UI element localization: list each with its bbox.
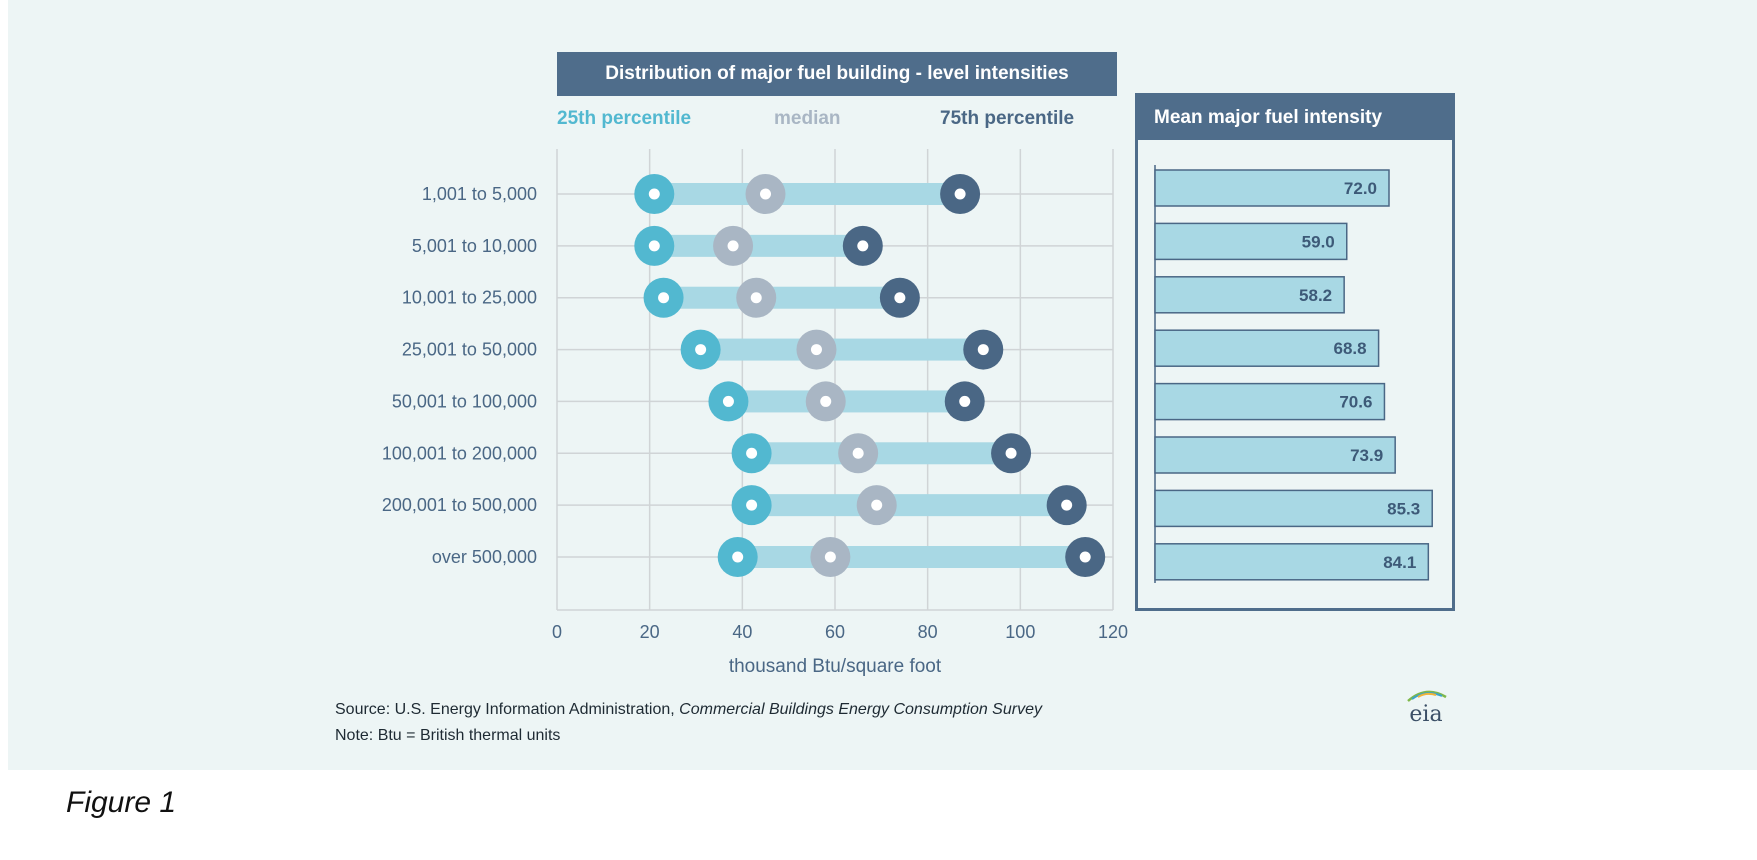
- x-tick-label: 40: [732, 622, 752, 642]
- mean-bar-label: 59.0: [1302, 232, 1335, 251]
- marker-25th-percentile-center: [746, 447, 758, 459]
- mean-bar: [1154, 382, 1386, 421]
- marker-median-center: [824, 551, 836, 563]
- marker-75th-percentile-center: [894, 292, 906, 304]
- range-bar: [654, 234, 863, 257]
- mean-bar-label: 70.6: [1339, 393, 1372, 412]
- marker-median-center: [820, 395, 832, 407]
- marker-75th-percentile-center: [1005, 447, 1017, 459]
- x-tick-label: 120: [1098, 622, 1128, 642]
- marker-75th-percentile-center: [959, 395, 971, 407]
- category-label: 25,001 to 50,000: [402, 340, 537, 360]
- mean-bar: [1154, 436, 1396, 474]
- range-bar: [737, 546, 1086, 568]
- marker-75th-percentile-center: [977, 344, 989, 356]
- source-title: Commercial Buildings Energy Consumption …: [679, 701, 1042, 718]
- range-bar: [751, 442, 1012, 465]
- units-note: Note: Btu = British thermal units: [335, 727, 561, 744]
- eia-logo: eia: [1407, 690, 1447, 727]
- marker-median-center: [871, 499, 883, 511]
- mean-bar: [1154, 329, 1380, 367]
- mean-bar-label: 73.9: [1350, 446, 1383, 465]
- x-tick-label: 80: [918, 622, 938, 642]
- category-label: 1,001 to 5,000: [422, 184, 537, 204]
- chart-panel: [8, 0, 1757, 770]
- marker-75th-percentile-center: [1079, 551, 1091, 563]
- category-label: 100,001 to 200,000: [382, 443, 537, 463]
- category-label: over 500,000: [432, 547, 537, 567]
- marker-25th-percentile-center: [648, 240, 660, 252]
- range-bar: [663, 286, 900, 309]
- x-tick-label: 100: [1005, 622, 1035, 642]
- marker-25th-percentile-center: [722, 395, 734, 407]
- marker-median-center: [810, 344, 822, 356]
- marker-25th-percentile-center: [658, 292, 670, 304]
- mean-bar: [1154, 169, 1390, 207]
- marker-75th-percentile-center: [857, 240, 869, 252]
- mean-bar-label: 58.2: [1299, 286, 1332, 305]
- mean-bar: [1154, 489, 1433, 528]
- category-label: 10,001 to 25,000: [402, 288, 537, 308]
- source-prefix: Source: U.S. Energy Information Administ…: [335, 701, 680, 718]
- x-tick-label: 20: [640, 622, 660, 642]
- range-bar: [751, 494, 1067, 517]
- marker-median-center: [852, 447, 864, 459]
- mean-bar: [1154, 222, 1348, 261]
- marker-25th-percentile-center: [648, 188, 660, 200]
- mean-bar: [1154, 276, 1345, 314]
- marker-median-center: [750, 292, 762, 304]
- range-bar: [700, 338, 984, 361]
- legend-median: median: [774, 108, 841, 129]
- chart-title: Distribution of major fuel building - le…: [557, 52, 1117, 96]
- marker-75th-percentile-center: [954, 188, 966, 200]
- legend-25th-percentile: 25th percentile: [557, 108, 692, 129]
- marker-75th-percentile-center: [1061, 499, 1073, 511]
- range-bar: [654, 183, 961, 205]
- eia-logo-text: eia: [1409, 702, 1442, 727]
- x-tick-label: 0: [552, 622, 562, 642]
- mean-bar-label: 85.3: [1387, 499, 1420, 518]
- marker-median-center: [727, 240, 739, 252]
- marker-25th-percentile-center: [746, 499, 758, 511]
- marker-median-center: [760, 188, 771, 200]
- marker-25th-percentile-center: [695, 344, 707, 356]
- legend-75th-percentile: 75th percentile: [940, 108, 1075, 129]
- marker-25th-percentile-center: [732, 551, 744, 563]
- mean-bar: [1154, 543, 1430, 581]
- mean-bar-label: 72.0: [1344, 179, 1377, 198]
- mean-bar-label: 68.8: [1334, 339, 1367, 358]
- category-label: 5,001 to 10,000: [412, 236, 537, 256]
- source-note: Source: U.S. Energy Information Administ…: [335, 701, 1042, 719]
- category-label: 50,001 to 100,000: [392, 391, 537, 411]
- range-bar: [728, 390, 965, 413]
- figure-caption: Figure 1: [66, 786, 177, 819]
- x-axis-label: thousand Btu/square foot: [729, 656, 942, 677]
- category-label: 200,001 to 500,000: [382, 495, 537, 515]
- mean-intensity-title: Mean major fuel intensity: [1138, 96, 1452, 140]
- mean-intensity-panel: Mean major fuel intensity: [1135, 93, 1455, 611]
- x-tick-label: 60: [825, 622, 845, 642]
- mean-bar-label: 84.1: [1383, 553, 1416, 572]
